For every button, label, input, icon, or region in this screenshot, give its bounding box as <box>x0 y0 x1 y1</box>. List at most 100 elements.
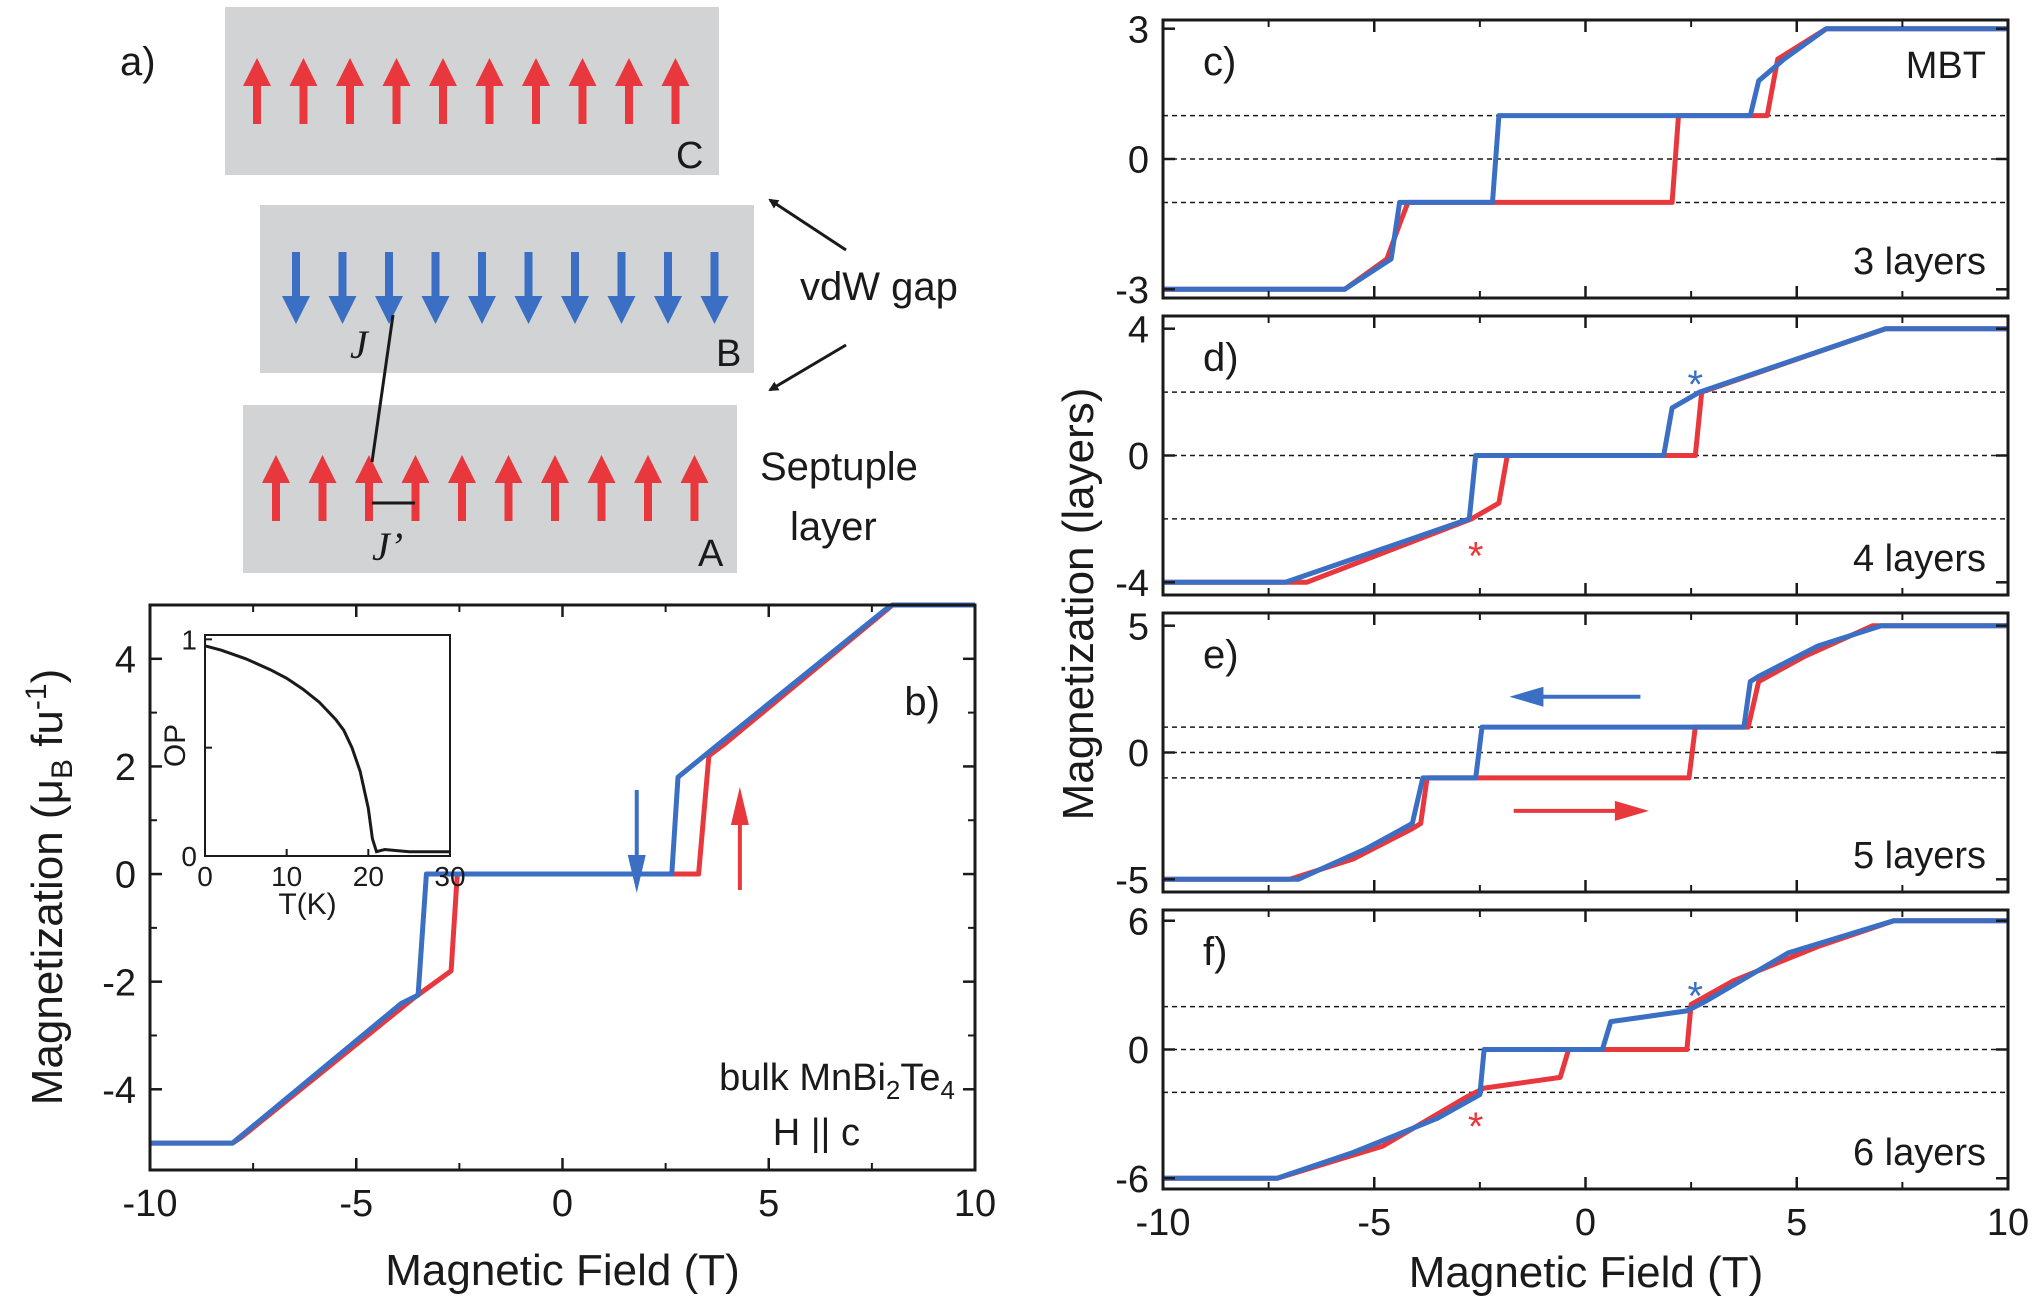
spin-row-c <box>243 58 690 124</box>
spin-head <box>654 296 682 324</box>
annotation-material: bulk MnBi2Te4 <box>719 1057 955 1105</box>
spin-up-arrow <box>522 58 550 124</box>
x-tick-label: 0 <box>1575 1202 1596 1244</box>
layer-label-a: A <box>698 533 724 575</box>
spin-head <box>615 58 643 86</box>
spin-head <box>475 58 504 86</box>
jprime-label: J’ <box>372 524 403 569</box>
spin-head <box>607 296 636 324</box>
y-tick-label: 4 <box>115 639 136 681</box>
spin-head <box>561 296 589 324</box>
sweep-arrow-head <box>1509 686 1544 707</box>
vdw-arrow-bottom <box>768 343 847 392</box>
panel-label-f: f) <box>1203 930 1227 974</box>
series-line-up <box>1163 623 2008 882</box>
spin-head <box>494 455 523 483</box>
inset-y-tick-label: 1 <box>181 624 197 655</box>
inset-x-tick-label: 10 <box>271 861 302 892</box>
y-tick-label: 2 <box>115 747 136 789</box>
chart-panel-e: -5 0 5 e) 5 layers <box>1115 606 2010 902</box>
spin-head <box>262 455 290 483</box>
vdw-gap-label: vdW gap <box>800 265 958 309</box>
spin-up-arrow <box>355 455 383 521</box>
spin-head <box>448 455 476 483</box>
y-tick-label: 0 <box>1128 436 1149 478</box>
spin-head <box>568 58 597 86</box>
spin-up-arrow <box>634 455 662 521</box>
x-tick-label: 5 <box>758 1183 779 1225</box>
y-tick-label: -2 <box>102 962 136 1004</box>
spin-up-arrow <box>615 58 643 124</box>
spin-up-arrow <box>680 455 709 521</box>
y-tick-label: 3 <box>1128 9 1149 51</box>
septuple-layer-c <box>225 7 719 175</box>
sweep-arrow-head <box>1614 800 1649 821</box>
inset-y-tick-label: 0 <box>181 841 197 872</box>
spin-up-arrow <box>401 455 430 521</box>
spin-up-arrow <box>262 455 290 521</box>
layer-label-b: B <box>716 333 741 375</box>
spin-head <box>514 296 543 324</box>
y-label-sup: -1 <box>20 683 53 710</box>
spin-head <box>522 58 550 86</box>
x-tick-label: 0 <box>552 1183 573 1225</box>
spin-up-arrow <box>336 58 364 124</box>
chart-panel-c: -3 0 3 c) 3 layers MBT <box>1115 9 2010 312</box>
series-line-down <box>1163 623 2008 882</box>
layers-label-e: 5 layers <box>1853 835 1986 877</box>
spin-down-arrow <box>375 252 403 324</box>
x-tick-label: -10 <box>1136 1202 1191 1244</box>
septuple-label: Septuple <box>760 445 918 489</box>
y-tick-label: 0 <box>1128 733 1149 775</box>
spin-head <box>375 296 403 324</box>
x-axis-label-right: Magnetic Field (T) <box>1409 1248 1764 1297</box>
septuple-layer-a <box>243 405 737 573</box>
spin-head <box>328 296 357 324</box>
annotation-part: bulk MnBi <box>719 1057 886 1099</box>
y-label-part: Magnetization (μ <box>23 779 72 1105</box>
inset-chart: 0 10 20 30 0 1 T(K) OP <box>159 624 466 921</box>
inset-x-tick-label: 30 <box>434 861 465 892</box>
y-tick-label: -6 <box>1115 1159 1149 1201</box>
y-tick-label: 0 <box>1128 140 1149 182</box>
y-label-sub: B <box>46 759 79 779</box>
spin-head <box>587 455 616 483</box>
y-label-part: ) <box>23 669 72 684</box>
inset-x-label: T(K) <box>278 888 336 921</box>
spin-head <box>382 58 411 86</box>
spin-up-arrow <box>541 455 569 521</box>
spin-down-arrow <box>328 252 357 324</box>
star-marker: * <box>1688 363 1704 407</box>
spin-head <box>421 296 450 324</box>
y-tick-label: 6 <box>1128 901 1149 943</box>
j-label: J <box>350 322 370 367</box>
chart-panel-d: -4 0 4 d) 4 layers * * <box>1115 309 2010 605</box>
chart-panels-right: -3 0 3 c) 3 layers MBT -4 0 4 d) 4 layers * * -5 0 5 e) 5… <box>1054 9 2029 1297</box>
spin-head <box>468 296 496 324</box>
inset-x-tick-label: 20 <box>353 861 384 892</box>
y-tick-label: -3 <box>1115 270 1149 312</box>
septuple-label-2: layer <box>790 505 877 549</box>
spin-up-arrow <box>382 58 411 124</box>
x-tick-label: -10 <box>123 1183 178 1225</box>
spin-head <box>429 58 457 86</box>
spin-down-arrow <box>700 252 729 324</box>
spin-head <box>243 58 271 86</box>
layers-label-c: 3 layers <box>1853 241 1986 283</box>
spin-up-arrow <box>429 58 457 124</box>
series-line-down <box>1163 326 2008 585</box>
annotation-sub: 4 <box>941 1075 955 1105</box>
y-tick-label: 0 <box>1128 1030 1149 1072</box>
spin-row-a <box>262 455 709 521</box>
spin-up-arrow <box>448 455 476 521</box>
layers-label-d: 4 layers <box>1853 538 1986 580</box>
mbt-label: MBT <box>1906 45 1986 87</box>
y-axis-label-right: Magnetization (layers) <box>1054 388 1103 821</box>
spin-up-arrow <box>661 58 690 124</box>
spin-head <box>282 296 310 324</box>
spin-up-arrow <box>587 455 616 521</box>
spin-up-arrow <box>308 455 337 521</box>
x-tick-label: 5 <box>1786 1202 1807 1244</box>
